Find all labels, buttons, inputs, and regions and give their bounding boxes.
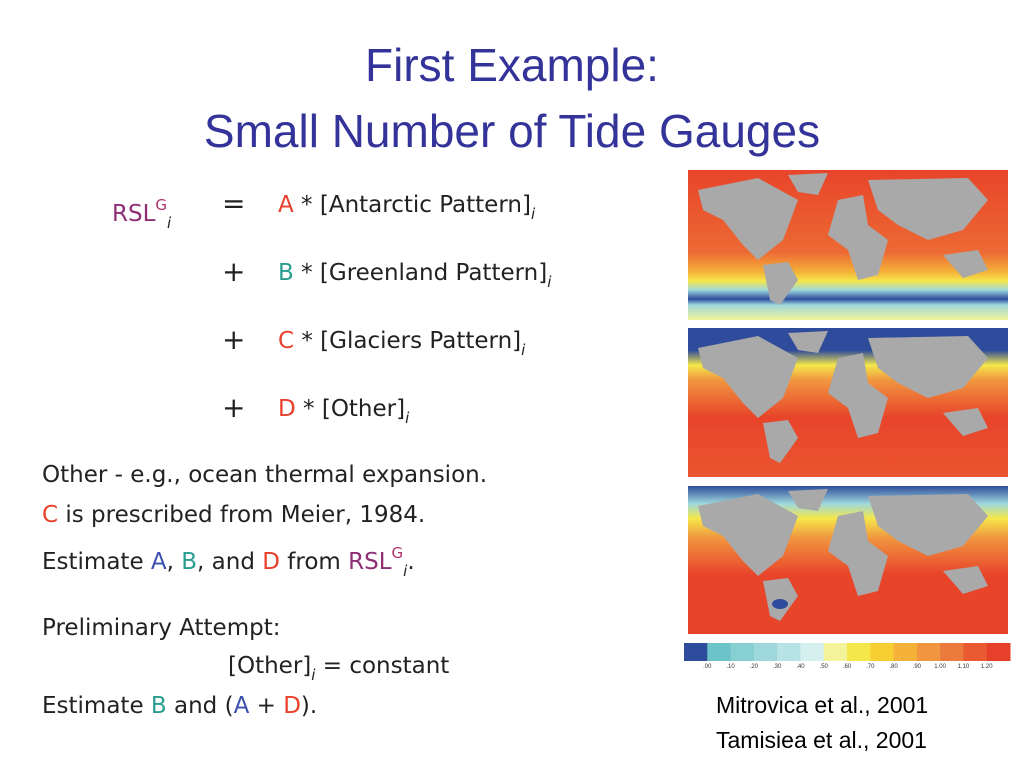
colorbar-swatch [870,643,895,661]
colorbar-label: .30 [773,664,782,670]
colorbar-label: .80 [889,664,898,670]
operator: + [222,323,246,356]
text-segment: D [262,549,280,575]
colorbar-label: 1.00 [934,664,946,670]
text-segment: B [181,549,198,575]
text-segment: i [311,666,316,684]
text-segment: i [405,409,410,427]
text-segment: * [Other] [295,396,406,422]
text-segment: Estimate [42,693,151,719]
text-segment: G [391,544,404,562]
colorbar-swatch [684,643,708,661]
text-segment: Estimate [42,549,151,575]
colorbar-label: .50 [820,664,829,670]
operator: + [222,391,246,424]
reference: Mitrovica et al., 2001 [716,692,929,718]
text-segment: + [249,693,284,719]
colorbar-label: 1.10 [958,664,970,670]
colorbar-swatch [753,643,778,661]
text-segment: , [166,549,182,575]
operator: = [222,187,246,220]
text-segment: RSL [112,201,156,227]
text-segment: , and [197,549,263,575]
text-line: D * [Other]i [278,394,409,433]
map [688,486,1008,634]
text-line: Other - e.g., ocean thermal expansion. [42,460,487,490]
text-segment: D [283,693,301,719]
colorbar-label: .90 [913,664,922,670]
colorbar-swatch [963,643,988,661]
colorbar-label: .10 [726,664,735,670]
text-segment: * [Antarctic Pattern] [293,192,531,218]
text-line: A * [Antarctic Pattern]i [278,190,535,229]
text-segment: . [407,549,415,575]
text-line: B * [Greenland Pattern]i [278,258,551,297]
colorbar-swatch [730,643,755,661]
colorbar-label: .40 [796,664,805,670]
text-segment: Other - e.g., ocean thermal expansion. [42,462,488,488]
text-segment: * [Greenland Pattern] [293,260,548,286]
colorbar-swatch [893,643,918,661]
map [688,170,1008,320]
colorbar-swatch [847,643,871,661]
text-segment: C [278,328,295,354]
colorbar-label: .20 [750,664,759,670]
text-segment: C [42,502,59,528]
text-line: Estimate A, B, and D from RSLGi. [42,538,415,586]
colorbar-swatch [940,643,964,661]
text-segment: is prescribed from Meier, 1984. [58,502,426,528]
text-line: C * [Glaciers Pattern]i [278,326,525,365]
text-segment: = constant [315,653,450,679]
text-segment: [Other] [228,653,312,679]
text-segment: from [279,549,349,575]
title-line: First Example: [365,39,659,91]
colorbar-label: .60 [843,664,852,670]
title-line: Small Number of Tide Gauges [203,105,821,157]
text-line: Estimate B and (A + D). [42,691,317,721]
text-segment: A [150,549,167,575]
text-segment: i [403,562,408,580]
text-segment: ). [300,693,318,719]
text-line: C is prescribed from Meier, 1984. [42,500,425,530]
colorbar-label: 1.20 [981,664,993,670]
text-segment: i [530,205,536,223]
text-line: Preliminary Attempt: [42,613,280,643]
text-segment: i [167,214,172,232]
text-segment: G [155,196,168,214]
colorbar-swatch [707,643,732,661]
operator: + [222,255,246,288]
colorbar-swatch [916,643,941,661]
text-segment: A [278,192,294,218]
text-segment: RSL [348,549,392,575]
text-segment: i [547,273,552,291]
text-line: RSLGi [112,190,171,238]
text-segment: * [Glaciers Pattern] [294,328,522,354]
colorbar-swatch [777,643,801,661]
colorbar-swatch [823,643,848,661]
text-segment: B [278,260,294,286]
text-segment: A [233,693,250,719]
text-segment: B [150,693,167,719]
colorbar-label: .00 [703,664,712,670]
text-segment: D [278,396,296,422]
colorbar-swatch [800,643,825,661]
text-line: [Other]i = constant [228,651,449,690]
text-segment: and ( [166,693,234,719]
text-segment: Preliminary Attempt: [42,615,281,641]
map [688,328,1008,477]
text-segment: i [521,341,526,359]
colorbar-label: .70 [866,664,875,670]
colorbar-swatch [986,643,1011,661]
reference: Tamisiea et al., 2001 [716,727,927,753]
